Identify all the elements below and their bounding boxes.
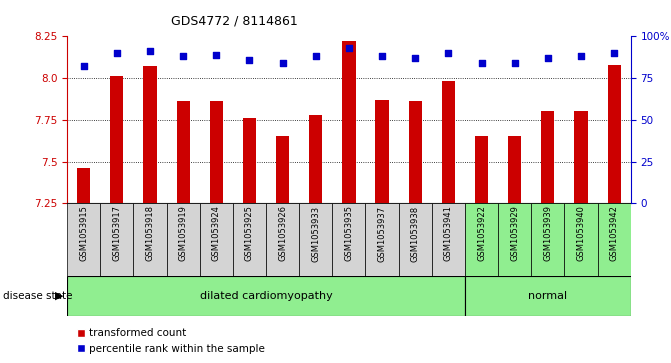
- Point: [311, 53, 321, 59]
- Bar: [465, 203, 498, 276]
- Point: [344, 45, 354, 51]
- Bar: [176, 101, 190, 203]
- Legend: transformed count, percentile rank within the sample: transformed count, percentile rank withi…: [72, 324, 269, 358]
- Point: [145, 48, 156, 54]
- Text: GSM1053937: GSM1053937: [378, 205, 386, 262]
- Text: GSM1053938: GSM1053938: [411, 205, 420, 262]
- Text: GSM1053925: GSM1053925: [245, 205, 254, 261]
- Text: GSM1053940: GSM1053940: [576, 205, 586, 261]
- Bar: [376, 100, 389, 203]
- Bar: [541, 111, 554, 203]
- Text: GSM1053926: GSM1053926: [278, 205, 287, 261]
- Bar: [442, 81, 455, 203]
- Text: GDS4772 / 8114861: GDS4772 / 8114861: [172, 15, 298, 28]
- Bar: [342, 41, 356, 203]
- Bar: [498, 203, 531, 276]
- Text: GSM1053933: GSM1053933: [311, 205, 320, 262]
- Text: GSM1053939: GSM1053939: [544, 205, 552, 261]
- Point: [244, 57, 255, 62]
- Bar: [276, 136, 289, 203]
- Bar: [465, 276, 631, 316]
- Bar: [299, 203, 332, 276]
- Text: dilated cardiomyopathy: dilated cardiomyopathy: [200, 291, 332, 301]
- Bar: [67, 276, 465, 316]
- Point: [178, 53, 189, 59]
- Bar: [531, 203, 564, 276]
- Text: normal: normal: [528, 291, 568, 301]
- Text: GSM1053942: GSM1053942: [610, 205, 619, 261]
- Bar: [332, 203, 366, 276]
- Point: [376, 53, 387, 59]
- Bar: [607, 65, 621, 203]
- Bar: [309, 115, 322, 203]
- Bar: [77, 168, 91, 203]
- Point: [443, 50, 454, 56]
- Text: GSM1053922: GSM1053922: [477, 205, 486, 261]
- Point: [509, 60, 520, 66]
- Bar: [243, 118, 256, 203]
- Bar: [266, 203, 299, 276]
- Point: [609, 50, 619, 56]
- Point: [410, 55, 421, 61]
- Point: [542, 55, 553, 61]
- Point: [79, 64, 89, 69]
- Bar: [233, 203, 266, 276]
- Bar: [574, 111, 588, 203]
- Text: disease state: disease state: [3, 291, 73, 301]
- Text: GSM1053915: GSM1053915: [79, 205, 88, 261]
- Point: [111, 50, 122, 56]
- Text: ▶: ▶: [55, 291, 64, 301]
- Text: GSM1053929: GSM1053929: [510, 205, 519, 261]
- Bar: [200, 203, 233, 276]
- Point: [211, 52, 221, 58]
- Text: GSM1053935: GSM1053935: [344, 205, 354, 261]
- Bar: [564, 203, 598, 276]
- Point: [277, 60, 288, 66]
- Text: GSM1053941: GSM1053941: [444, 205, 453, 261]
- Bar: [67, 203, 100, 276]
- Bar: [366, 203, 399, 276]
- Bar: [432, 203, 465, 276]
- Bar: [598, 203, 631, 276]
- Text: GSM1053924: GSM1053924: [212, 205, 221, 261]
- Bar: [166, 203, 200, 276]
- Bar: [134, 203, 166, 276]
- Bar: [399, 203, 432, 276]
- Text: GSM1053919: GSM1053919: [178, 205, 188, 261]
- Bar: [110, 76, 123, 203]
- Bar: [100, 203, 134, 276]
- Text: GSM1053918: GSM1053918: [146, 205, 154, 261]
- Point: [476, 60, 487, 66]
- Bar: [475, 136, 488, 203]
- Point: [576, 53, 586, 59]
- Bar: [209, 101, 223, 203]
- Bar: [409, 101, 422, 203]
- Bar: [144, 66, 156, 203]
- Text: GSM1053917: GSM1053917: [112, 205, 121, 261]
- Bar: [508, 136, 521, 203]
